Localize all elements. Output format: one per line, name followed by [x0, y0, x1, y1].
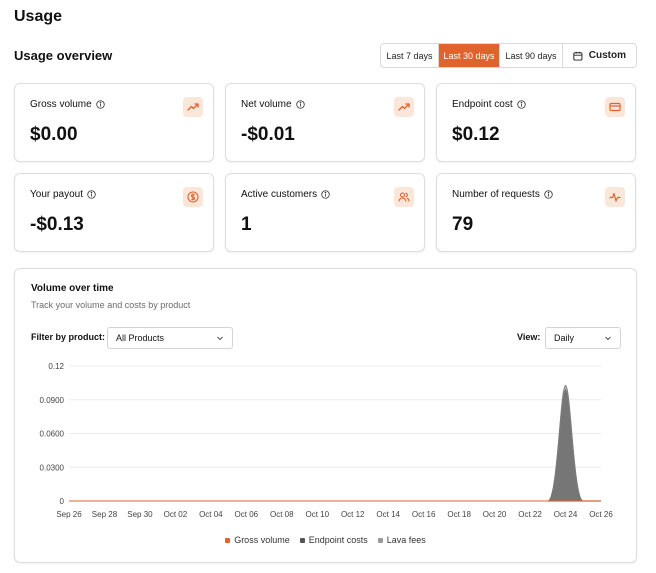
legend-swatch: [299, 537, 305, 543]
x-tick-label: Oct 22: [518, 510, 542, 519]
x-tick-label: Oct 26: [589, 510, 613, 519]
legend-label: Lava fees: [386, 535, 426, 545]
series-lava-fees-area: [69, 384, 601, 502]
card-label-text: Your payout: [30, 189, 84, 200]
series-endpoint-costs-area: [69, 389, 601, 502]
legend-label: Gross volume: [234, 535, 290, 545]
x-tick-label: Sep 26: [56, 510, 82, 519]
info-icon[interactable]: [87, 190, 96, 199]
date-range-selector: Last 7 days Last 30 days Last 90 days Cu…: [380, 43, 637, 68]
section-title: Usage overview: [14, 48, 113, 63]
info-icon[interactable]: [96, 100, 105, 109]
y-tick-label: 0.0300: [40, 463, 65, 472]
endpoint-cost-card: Endpoint cost $0.12: [436, 83, 636, 162]
product-filter-select[interactable]: All Products: [107, 327, 233, 349]
legend-swatch: [225, 537, 231, 543]
custom-range-label: Custom: [588, 50, 626, 61]
y-tick-label: 0.0600: [40, 430, 65, 439]
gross-volume-card: Gross volume $0.00: [14, 83, 214, 162]
range-last-7-days-button[interactable]: Last 7 days: [381, 44, 439, 67]
x-tick-label: Oct 16: [412, 510, 436, 519]
card-label: Your payout: [30, 189, 96, 200]
view-select[interactable]: Daily: [545, 327, 621, 349]
card-label: Net volume: [241, 99, 305, 110]
legend-swatch: [377, 537, 383, 543]
card-label: Number of requests: [452, 189, 553, 200]
card-value: 79: [452, 214, 474, 235]
card-label: Gross volume: [30, 99, 105, 110]
card-label: Endpoint cost: [452, 99, 526, 110]
y-tick-label: 0.0900: [40, 396, 65, 405]
info-icon[interactable]: [295, 100, 305, 109]
activity-icon: [605, 187, 625, 207]
x-tick-label: Oct 04: [199, 510, 223, 519]
net-volume-card: Net volume -$0.01: [225, 83, 425, 162]
card-value: $0.00: [30, 124, 78, 145]
info-icon[interactable]: [516, 100, 526, 109]
trend-up-icon: [394, 97, 414, 117]
legend-item-endpoint-costs[interactable]: Endpoint costs: [299, 535, 368, 545]
users-icon: [394, 187, 414, 207]
y-tick-label: 0.12: [48, 362, 64, 371]
range-last-30-days-button[interactable]: Last 30 days: [439, 44, 500, 67]
trend-up-icon: [183, 97, 203, 117]
view-label: View:: [517, 332, 541, 342]
range-custom-button[interactable]: Custom: [563, 44, 636, 67]
card-label-text: Endpoint cost: [452, 99, 513, 110]
chevron-down-icon: [217, 336, 223, 341]
dollar-circle-icon: [183, 187, 203, 207]
legend-item-lava-fees[interactable]: Lava fees: [377, 535, 426, 545]
info-icon[interactable]: [321, 190, 330, 199]
calendar-icon: [573, 51, 583, 61]
card-label-text: Net volume: [241, 99, 292, 110]
x-tick-label: Oct 18: [447, 510, 471, 519]
x-tick-label: Oct 02: [164, 510, 188, 519]
x-tick-label: Sep 28: [92, 510, 118, 519]
legend-label: Endpoint costs: [308, 535, 368, 545]
number-of-requests-card: Number of requests 79: [436, 173, 636, 252]
card-label-text: Active customers: [241, 189, 318, 200]
chart-subtitle: Track your volume and costs by product: [31, 300, 191, 310]
chevron-down-icon: [605, 336, 611, 341]
x-tick-label: Oct 12: [341, 510, 365, 519]
credit-card-icon: [605, 97, 625, 117]
x-tick-label: Oct 10: [305, 510, 329, 519]
product-filter-value: All Products: [116, 333, 165, 343]
y-tick-label: 0: [60, 497, 65, 506]
card-label-text: Number of requests: [452, 189, 540, 200]
volume-over-time-card: Volume over time Track your volume and c…: [14, 268, 637, 563]
x-tick-label: Sep 30: [127, 510, 153, 519]
x-tick-label: Oct 24: [554, 510, 578, 519]
view-value: Daily: [554, 333, 575, 343]
filter-label: Filter by product:: [31, 332, 105, 342]
card-label-text: Gross volume: [30, 99, 92, 110]
x-tick-label: Oct 08: [270, 510, 294, 519]
card-value: -$0.13: [30, 214, 84, 235]
card-value: 1: [241, 214, 252, 235]
active-customers-card: Active customers 1: [225, 173, 425, 252]
range-last-90-days-button[interactable]: Last 90 days: [500, 44, 563, 67]
card-value: -$0.01: [241, 124, 295, 145]
x-tick-label: Oct 20: [483, 510, 507, 519]
info-icon[interactable]: [544, 190, 553, 199]
volume-chart: 0 0.0300 0.0600 0.0900 0.12 Sep 26 Sep 28 Sep 3…: [40, 362, 614, 519]
your-payout-card: Your payout -$0.13: [14, 173, 214, 252]
chart-legend: Gross volume Endpoint costs Lava fees: [15, 535, 636, 545]
card-label: Active customers: [241, 189, 330, 200]
page-title: Usage: [14, 8, 63, 25]
card-value: $0.12: [452, 124, 500, 145]
x-tick-label: Oct 14: [376, 510, 400, 519]
legend-item-gross-volume[interactable]: Gross volume: [225, 535, 290, 545]
x-tick-label: Oct 06: [235, 510, 259, 519]
chart-title: Volume over time: [31, 283, 114, 294]
